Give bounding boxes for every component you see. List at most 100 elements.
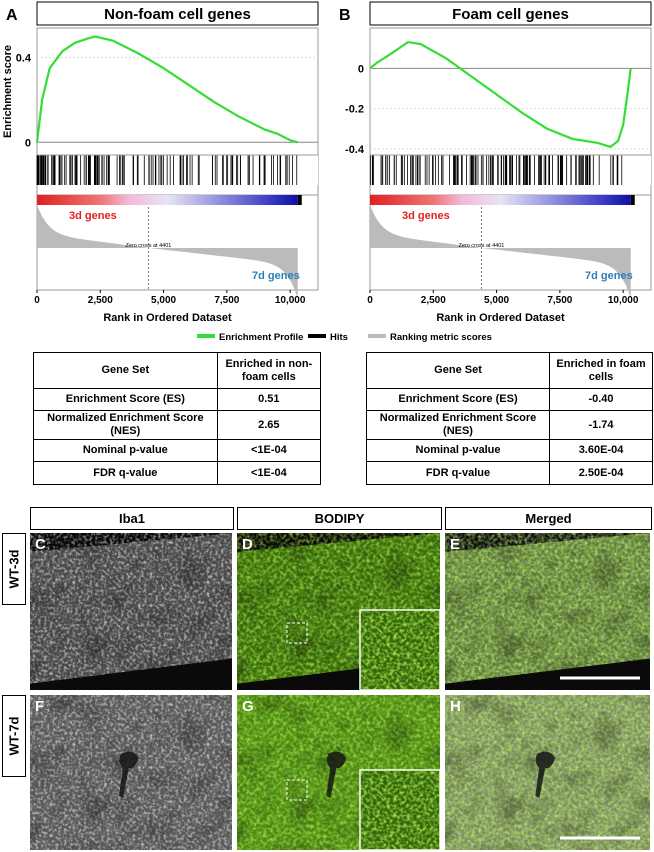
chart-title: Foam cell genes [452, 6, 569, 23]
panel-letter: G [242, 698, 254, 715]
x-tick-label: 5,000 [151, 295, 176, 306]
rank-heatmap [37, 195, 298, 205]
table-row: Enrichment Score (ES) -0.40 [365, 388, 653, 411]
table-row: Nominal p-value <1E-04 [33, 439, 322, 462]
table-cell: Normalized Enrichment Score (NES) [365, 410, 551, 440]
table-cell: Enriched in foam cells [549, 352, 653, 389]
table-cell: Nominal p-value [33, 439, 218, 462]
title-box [36, 1, 319, 26]
roi-box [286, 622, 308, 644]
table-row: Gene Set Enriched in non-foam cells [33, 352, 322, 389]
micrograph: C [30, 533, 232, 690]
rank-heatmap [370, 195, 631, 205]
table-cell: Enrichment Score (ES) [365, 388, 551, 411]
table-cell: Gene Set [365, 352, 551, 389]
micrograph: D [237, 533, 440, 690]
panel-letter: H [450, 698, 461, 715]
x-tick-label: 5,000 [484, 295, 509, 306]
table-cell: FDR q-value [33, 461, 218, 485]
roi-box [286, 779, 308, 801]
y-tick-label: -0.4 [345, 144, 365, 156]
table-cell: 2.50E-04 [549, 461, 653, 485]
x-tick-label: 10,000 [275, 295, 306, 306]
x-tick-label: 0 [367, 295, 373, 306]
x-tick-label: 0 [34, 295, 40, 306]
table-cell: Normalized Enrichment Score (NES) [33, 410, 218, 440]
ranking-area [37, 204, 298, 299]
inset-texture [360, 610, 440, 690]
table-row: Nominal p-value 3.60E-04 [365, 439, 653, 462]
label: WT-7d [6, 716, 22, 756]
legend-label: Enrichment Profile [219, 332, 303, 343]
outside [30, 658, 232, 690]
rank-heatmap-end [297, 195, 302, 205]
y-tick-label: 0 [25, 137, 31, 149]
table-cell: FDR q-value [365, 461, 551, 485]
lesion [118, 751, 139, 798]
micrograph: G [237, 695, 440, 850]
zero-cross-label: Zero cross at 4401 [458, 243, 504, 249]
hits-bg [37, 155, 318, 185]
table-cell: Enriched in non-foam cells [216, 352, 322, 389]
table-cell: -0.40 [549, 388, 653, 411]
x-axis-label: Rank in Ordered Dataset [436, 312, 565, 324]
panel-letter: B [339, 7, 351, 24]
x-axis-label: Rank in Ordered Dataset [103, 312, 232, 324]
y-tick-label: 0.4 [16, 53, 32, 65]
x-tick-label: 7,500 [214, 295, 239, 306]
y-axis-label: Enrichment score [2, 45, 14, 138]
y-tick-label: 0 [358, 63, 364, 75]
table-row: FDR q-value <1E-04 [33, 461, 322, 485]
panel-letter: F [35, 698, 44, 715]
panel-letter: E [450, 536, 460, 553]
row-label: WT-7d [2, 695, 26, 777]
x-tick-label: 2,500 [421, 295, 446, 306]
label: WT-3d [6, 549, 22, 589]
table-cell: Gene Set [33, 352, 218, 389]
table-cell: Enrichment Score (ES) [33, 388, 218, 411]
table-row: Normalized Enrichment Score (NES) -1.74 [365, 410, 653, 440]
y-tick-label: -0.2 [345, 104, 364, 116]
chart-title: Non-foam cell genes [104, 6, 251, 23]
outside [445, 658, 650, 690]
shading [445, 695, 650, 850]
down-label: 7d genes [585, 270, 633, 282]
x-tick-label: 10,000 [608, 295, 639, 306]
enrichment-line [369, 40, 632, 149]
stats-table: Gene Set Enriched in foam cells Enrichment… [365, 352, 653, 485]
panel-letter: C [35, 536, 46, 553]
down-label: 7d genes [252, 270, 300, 282]
table-cell: 0.51 [216, 388, 322, 411]
micrograph: F [30, 695, 232, 850]
panel-letter: D [242, 536, 253, 553]
table-cell: <1E-04 [216, 439, 322, 462]
table-cell: Nominal p-value [365, 439, 551, 462]
title-box [369, 1, 652, 26]
enrichment-line [35, 35, 298, 144]
table-cell: 3.60E-04 [549, 439, 653, 462]
table-row: FDR q-value 2.50E-04 [365, 461, 653, 485]
zero-cross-label: Zero cross at 4401 [125, 243, 171, 249]
x-tick-label: 7,500 [547, 295, 572, 306]
rank-heatmap-end [630, 195, 635, 205]
up-label: 3d genes [402, 210, 450, 222]
legend-label: Hits [330, 332, 348, 343]
up-label: 3d genes [69, 210, 117, 222]
panel-letter: A [6, 7, 18, 24]
table-cell: -1.74 [549, 410, 653, 440]
micrograph: E [445, 533, 650, 690]
table-row: Enrichment Score (ES) 0.51 [33, 388, 322, 411]
row-label: WT-3d [2, 533, 26, 605]
inset-texture [360, 770, 440, 850]
table-row: Gene Set Enriched in foam cells [365, 352, 653, 389]
column-header: Iba1 [30, 507, 234, 530]
legend-label: Ranking metric scores [390, 332, 492, 343]
lesion [326, 751, 347, 798]
table-row: Normalized Enrichment Score (NES) 2.65 [33, 410, 322, 440]
micrograph: H [445, 695, 650, 850]
table-cell: 2.65 [216, 410, 322, 440]
ranking-area [370, 204, 631, 299]
table-cell: <1E-04 [216, 461, 322, 485]
column-header: Merged [445, 507, 652, 530]
